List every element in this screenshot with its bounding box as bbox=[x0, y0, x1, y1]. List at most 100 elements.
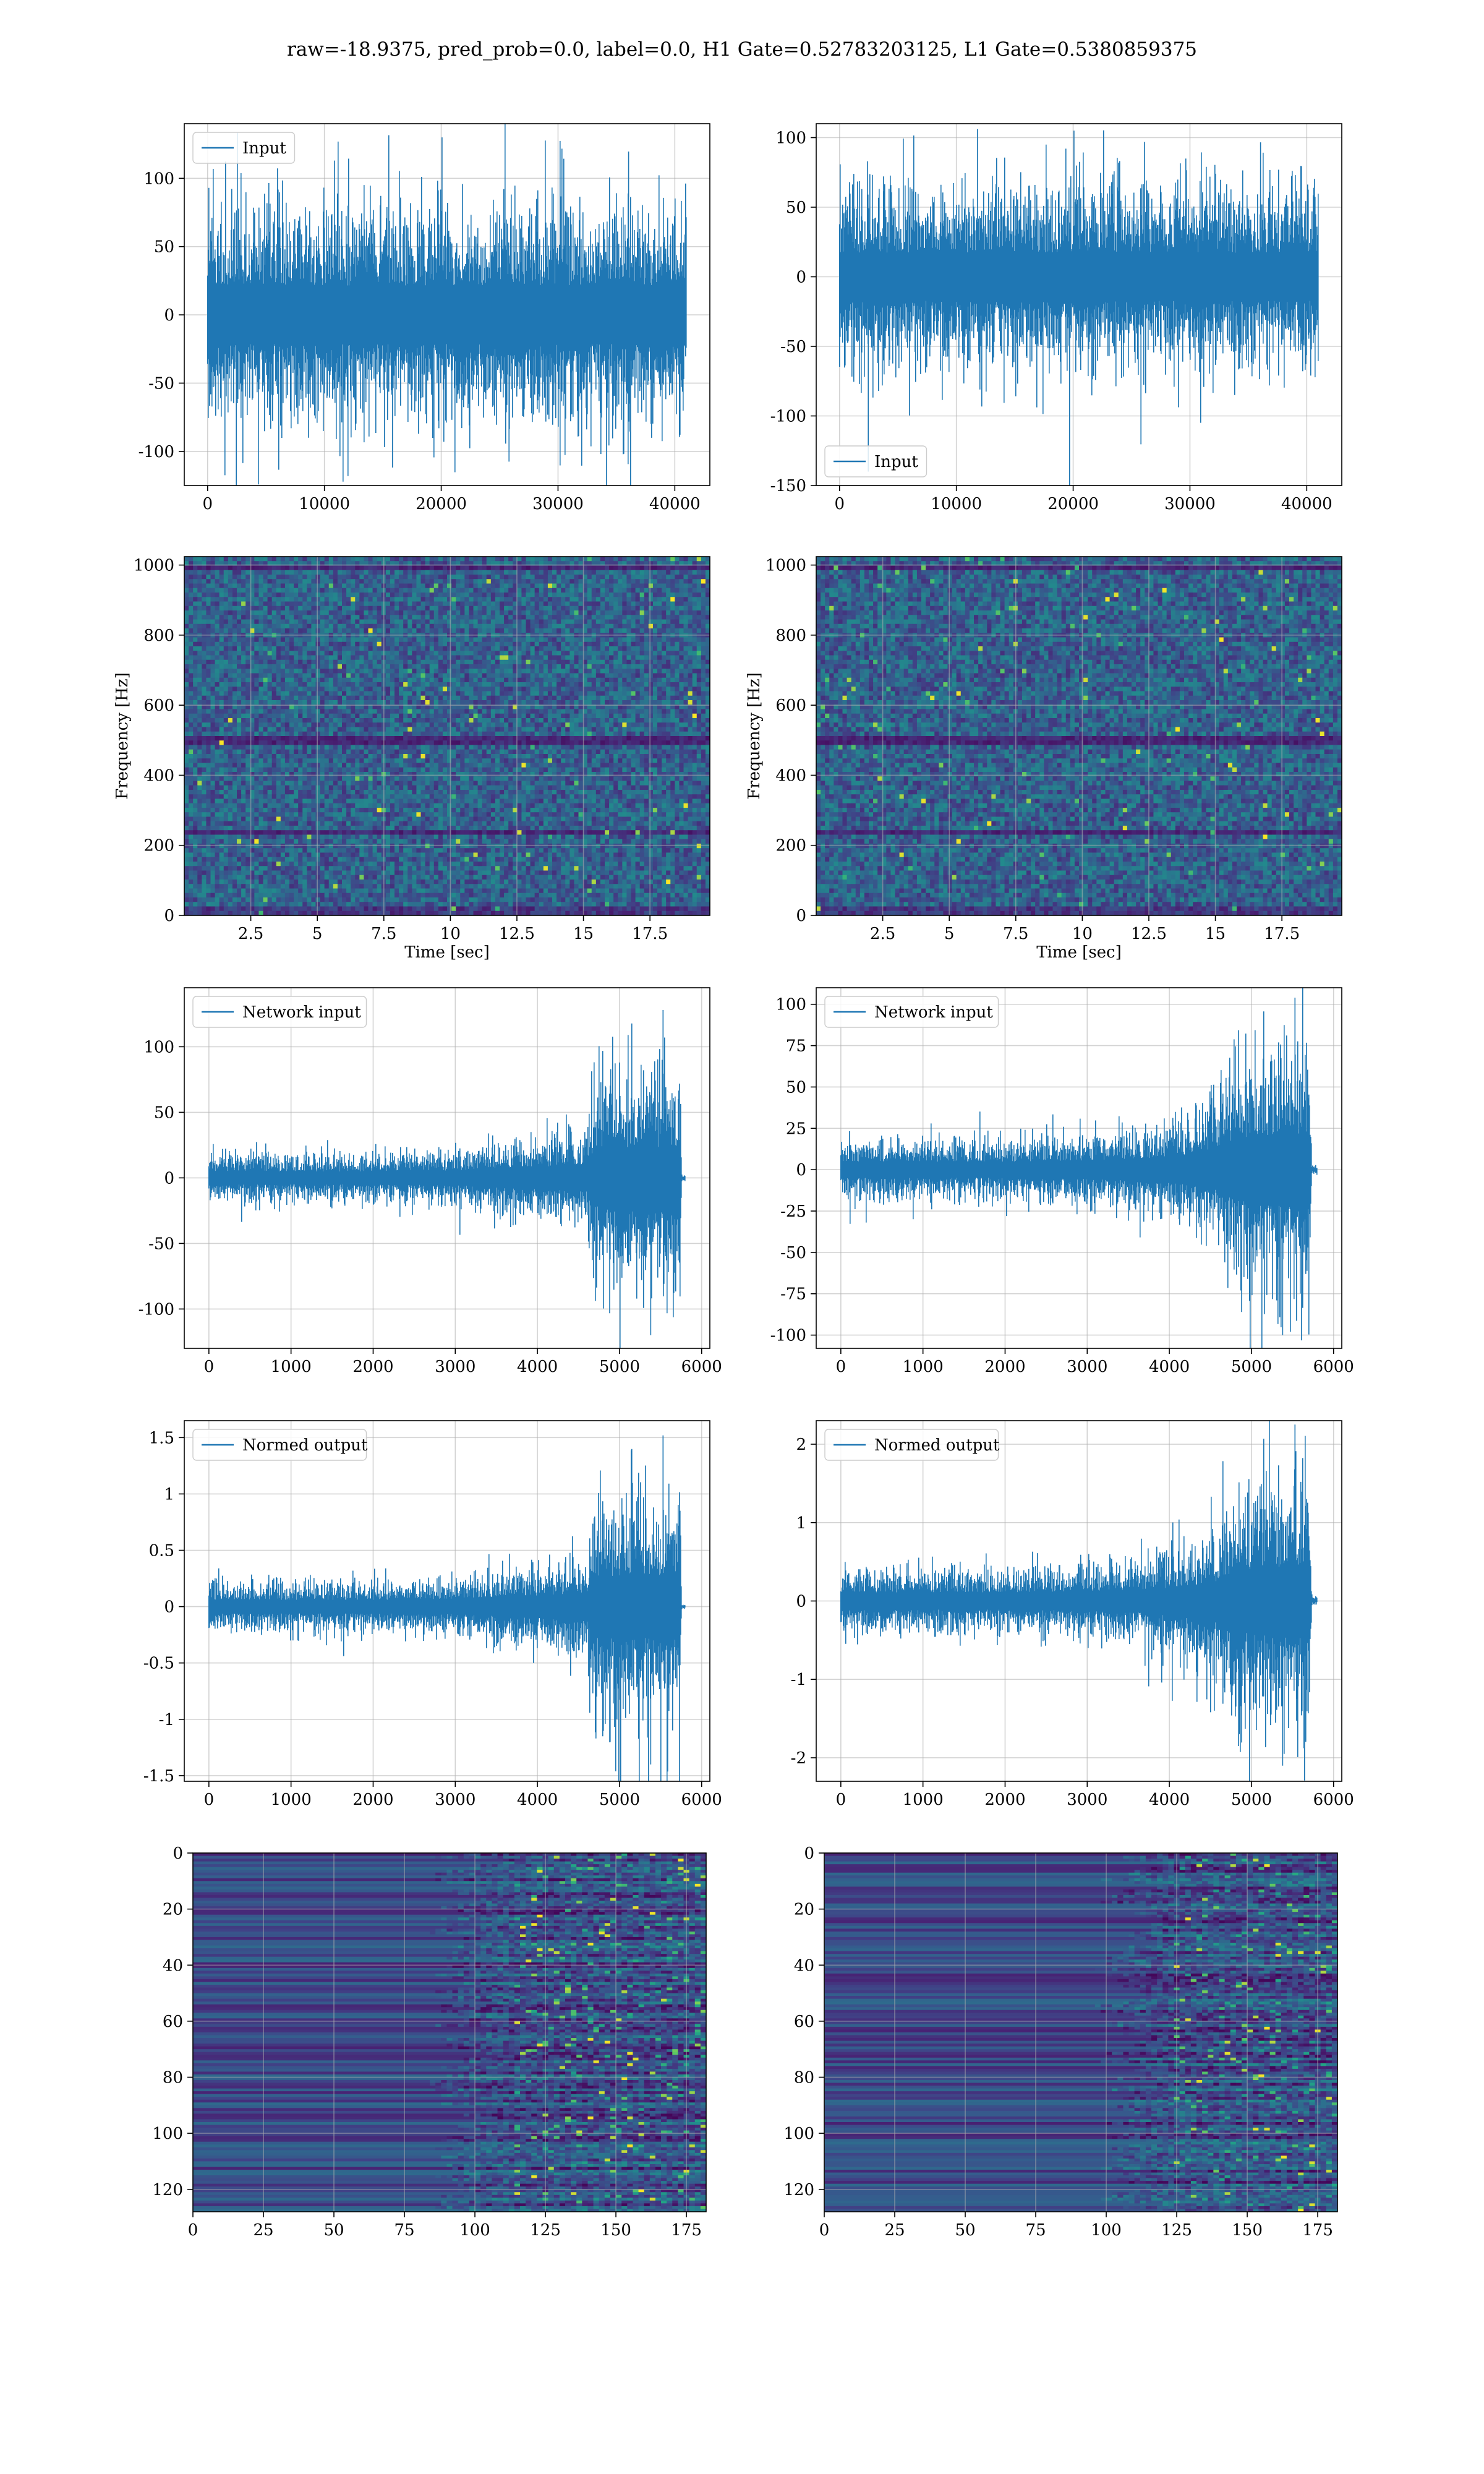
x-tick-label: 0 bbox=[835, 495, 845, 513]
y-tick-label: 75 bbox=[786, 1037, 806, 1056]
x-tick-label: 1000 bbox=[271, 1358, 312, 1376]
x-tick-label: 100 bbox=[1091, 2221, 1122, 2240]
waveform-trace bbox=[208, 1435, 686, 1781]
l1-feature-map-chart: 0 25 50 75 100 125 150 175 0 20 40 60 80 100 120 bbox=[783, 1844, 1338, 2240]
y-tick-label: 50 bbox=[786, 1078, 806, 1097]
x-tick-label: 4000 bbox=[517, 1791, 558, 1809]
x-tick-label: 2000 bbox=[984, 1791, 1025, 1809]
y-tick-label: 100 bbox=[783, 2125, 814, 2143]
h1-network-input-chart: 0 1000 2000 3000 4000 5000 6000 -100 -50 0 50 100 Ne… bbox=[139, 987, 722, 1376]
x-tick-label: 20000 bbox=[1047, 495, 1099, 513]
y-tick-label: 0 bbox=[796, 907, 806, 925]
x-tick-label: 75 bbox=[394, 2221, 414, 2240]
y-tick-label: -25 bbox=[780, 1202, 806, 1221]
y-tick-label: 0 bbox=[804, 1844, 814, 1863]
y-tick-label: -100 bbox=[139, 443, 174, 461]
y-tick-label: 0 bbox=[164, 907, 174, 925]
h1-feature-map-chart: 0 25 50 75 100 125 150 175 0 20 40 60 80 100 120 bbox=[152, 1844, 707, 2240]
y-tick-label: -1 bbox=[159, 1711, 174, 1729]
x-tick-label: 25 bbox=[253, 2221, 273, 2240]
plot-frame bbox=[184, 123, 710, 486]
data-series-line bbox=[839, 129, 1319, 486]
y-tick-label: 600 bbox=[775, 696, 806, 715]
x-axis-label: Time [sec] bbox=[404, 943, 490, 962]
x-tick-label: 3000 bbox=[1067, 1791, 1107, 1809]
x-tick-label: 20000 bbox=[416, 495, 467, 513]
plot-frame bbox=[824, 1852, 1338, 2212]
legend: Network input bbox=[192, 996, 367, 1028]
y-tick-label: 200 bbox=[143, 837, 174, 855]
y-tick-label: 400 bbox=[143, 766, 174, 785]
x-tick-label: 0 bbox=[204, 1358, 215, 1376]
y-tick-label: 0 bbox=[164, 306, 174, 325]
grid-lines bbox=[184, 1421, 710, 1781]
x-tick-label: 0 bbox=[819, 2221, 830, 2240]
y-tick-label: -50 bbox=[780, 1244, 806, 1262]
y-tick-label: 50 bbox=[154, 1103, 174, 1122]
h1-input-waveform-chart: 0 10000 20000 30000 40000 -100 -50 0 50 100 Input bbox=[139, 123, 710, 513]
y-tick-label: 0 bbox=[164, 1598, 174, 1617]
y-axis-label: Frequency [Hz] bbox=[745, 672, 764, 800]
x-tick-label: 175 bbox=[671, 2221, 702, 2240]
x-tick-label: 30000 bbox=[1164, 495, 1216, 513]
x-tick-label: 0 bbox=[203, 495, 213, 513]
y-tick-label: 0 bbox=[796, 268, 806, 287]
legend-label: Normed output bbox=[242, 1436, 368, 1455]
plot-frame bbox=[184, 987, 710, 1349]
y-tick-label: 50 bbox=[154, 238, 174, 257]
y-tick-label: -150 bbox=[770, 477, 806, 495]
y-tick-label: 80 bbox=[163, 2069, 183, 2087]
legend-label: Network input bbox=[242, 1003, 361, 1022]
x-tick-label: 4000 bbox=[1149, 1791, 1190, 1809]
legend-label: Input bbox=[242, 139, 286, 158]
x-tick-label: 5000 bbox=[599, 1791, 640, 1809]
y-tick-label: -50 bbox=[780, 338, 806, 356]
data-series-line bbox=[840, 988, 1318, 1348]
y-tick-label: 1000 bbox=[134, 557, 174, 575]
plot-frame bbox=[816, 123, 1342, 486]
x-tick-label: 6000 bbox=[1313, 1358, 1354, 1376]
y-tick-label: 800 bbox=[775, 627, 806, 645]
l1-network-input-chart: 0 1000 2000 3000 4000 5000 6000 -100 -75 -50 -25 0 2… bbox=[770, 987, 1354, 1376]
x-tick-label: 7.5 bbox=[371, 925, 396, 943]
plot-frame bbox=[816, 556, 1342, 916]
x-tick-label: 5000 bbox=[599, 1358, 640, 1376]
x-tick-label: 12.5 bbox=[1131, 925, 1167, 943]
y-tick-label: 1.5 bbox=[149, 1429, 174, 1447]
waveform-trace bbox=[208, 1010, 686, 1348]
x-tick-label: 0 bbox=[836, 1358, 846, 1376]
spectrogram-heatmap bbox=[816, 557, 1342, 915]
legend-box bbox=[824, 445, 927, 477]
x-tick-label: 5 bbox=[944, 925, 955, 943]
y-tick-label: 400 bbox=[775, 766, 806, 785]
y-tick-label: -2 bbox=[791, 1749, 806, 1768]
y-tick-label: 1 bbox=[164, 1485, 174, 1504]
y-tick-label: 120 bbox=[152, 2181, 183, 2199]
x-tick-label: 1000 bbox=[903, 1358, 944, 1376]
y-tick-label: 100 bbox=[775, 996, 806, 1014]
x-tick-label: 0 bbox=[188, 2221, 198, 2240]
x-tick-label: 17.5 bbox=[632, 925, 668, 943]
spectrogram-heatmap bbox=[184, 557, 710, 915]
waveform-trace bbox=[839, 129, 1319, 486]
x-tick-label: 5 bbox=[312, 925, 323, 943]
data-series-line bbox=[208, 1435, 686, 1781]
x-tick-label: 40000 bbox=[649, 495, 701, 513]
data-series-line bbox=[208, 1010, 686, 1348]
x-tick-label: 6000 bbox=[681, 1358, 722, 1376]
y-tick-label: 100 bbox=[143, 1038, 174, 1056]
feature-map-heatmap bbox=[193, 1853, 706, 2212]
y-tick-label: 200 bbox=[775, 837, 806, 855]
h1-spectrogram-chart: 2.5 5 7.5 10 12.5 15 17.5 0 200 400 600 800 1000 Time… bbox=[113, 556, 710, 962]
x-tick-label: 125 bbox=[1161, 2221, 1192, 2240]
legend-label: Normed output bbox=[874, 1436, 1000, 1455]
legend-box bbox=[192, 996, 367, 1028]
x-axis-label: Time [sec] bbox=[1036, 943, 1122, 962]
y-tick-label: 40 bbox=[794, 1956, 814, 1975]
x-tick-label: 0 bbox=[836, 1791, 846, 1809]
y-tick-label: 0.5 bbox=[149, 1542, 174, 1560]
x-tick-label: 175 bbox=[1302, 2221, 1333, 2240]
y-tick-label: -1 bbox=[791, 1671, 806, 1689]
x-tick-label: 7.5 bbox=[1003, 925, 1028, 943]
legend-box bbox=[824, 1429, 999, 1461]
